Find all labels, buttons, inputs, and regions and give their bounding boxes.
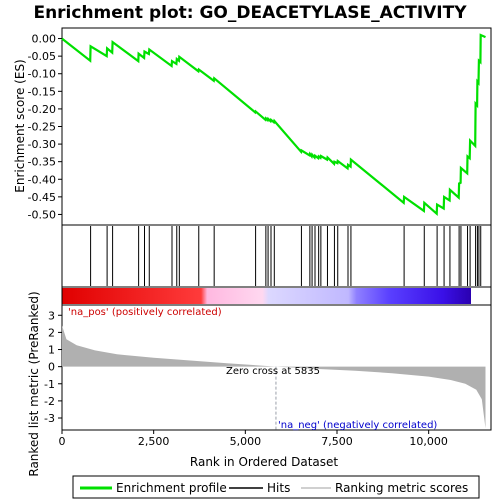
metric-y-tick-label: 1 [48, 344, 55, 357]
legend-metric-label: Ranking metric scores [335, 481, 468, 495]
zero-cross-label: Zero cross at 5835 [226, 366, 320, 377]
metric-y-tick-label: 0 [48, 361, 55, 374]
pos-label: 'na_pos' (positively correlated) [68, 307, 222, 318]
hit-markers [90, 226, 482, 286]
rank-color-bar [62, 288, 471, 304]
es-y-tick-label: -0.10 [28, 68, 56, 81]
es-y-tick-label: -0.35 [28, 156, 56, 169]
legend-es-label: Enrichment profile [116, 481, 227, 495]
es-y-tick-label: -0.05 [28, 50, 56, 63]
metric-y-tick-label: 2 [48, 326, 55, 339]
metric-y-tick-label: -3 [44, 412, 55, 425]
enrichment-profile-line [61, 33, 486, 217]
es-y-tick-label: -0.40 [28, 173, 56, 186]
es-y-tick-label: -0.15 [28, 85, 56, 98]
metric-y-tick-label: 3 [48, 309, 55, 322]
hits-panel [61, 224, 492, 288]
neg-label: 'na_neg' (negatively correlated) [278, 420, 437, 431]
x-tick-label: 10,000 [409, 435, 448, 448]
legend-frame [72, 475, 480, 499]
es-y-axis-label: Enrichment score (ES) [13, 59, 27, 192]
es-plot-frame [61, 27, 492, 226]
es-y-axis: 0.00 -0.05 -0.10 -0.15 -0.20 -0.25 -0.30 -0.35 -… [28, 33, 62, 221]
legend-hits-label: Hits [267, 481, 290, 495]
metric-y-axis-label: Ranked list metric (PreRanked) [27, 291, 41, 476]
hits-frame [61, 224, 492, 288]
metric-panel: 3 2 1 0 -1 -2 -3 'na_pos' (positively correlat… [44, 304, 492, 431]
x-tick-label: 7,500 [321, 435, 353, 448]
x-axis-label: Rank in Ordered Dataset [190, 455, 338, 469]
metric-y-tick-label: -2 [44, 395, 55, 408]
chart-title: Enrichment plot: GO_DEACETYLASE_ACTIVITY [33, 3, 467, 23]
x-axis: 0 2,500 5,000 7,500 10,000 [59, 430, 448, 448]
es-y-tick-label: -0.45 [28, 191, 56, 204]
x-tick-label: 0 [59, 435, 66, 448]
es-y-tick-label: -0.30 [28, 138, 56, 151]
es-y-tick-label: 0.00 [32, 33, 57, 46]
legend: Enrichment profile Hits Ranking metric s… [72, 475, 480, 499]
x-tick-label: 2,500 [138, 435, 170, 448]
x-tick-label: 5,000 [230, 435, 262, 448]
es-y-tick-label: -0.50 [28, 208, 56, 221]
metric-y-tick-label: -1 [44, 378, 55, 391]
es-y-tick-label: -0.25 [28, 121, 56, 134]
es-y-tick-label: -0.20 [28, 103, 56, 116]
es-panel: 0.00 -0.05 -0.10 -0.15 -0.20 -0.25 -0.30 -0.35 -… [28, 27, 492, 226]
metric-y-axis: 3 2 1 0 -1 -2 -3 [44, 309, 62, 425]
